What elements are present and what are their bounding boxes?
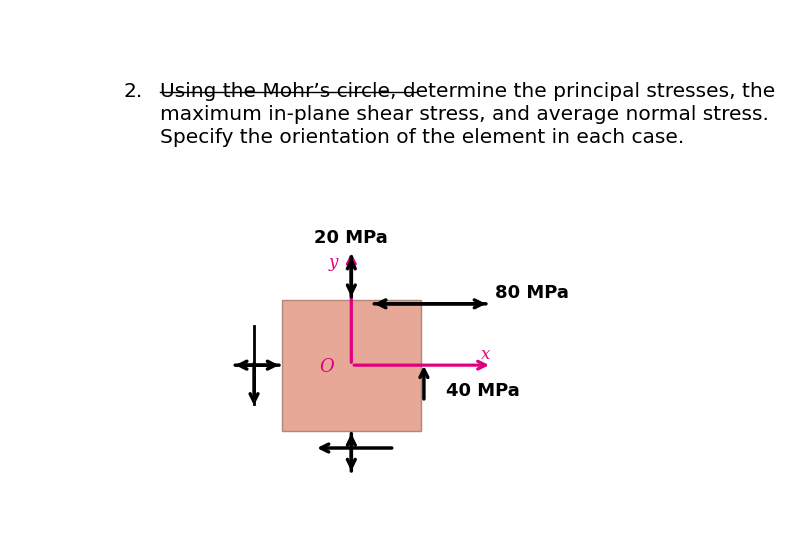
Text: 40 MPa: 40 MPa <box>446 382 520 400</box>
Text: Using the Mohr’s circle, determine the principal stresses, the: Using the Mohr’s circle, determine the p… <box>160 82 775 101</box>
Text: O: O <box>320 358 334 376</box>
Text: Specify the orientation of the element in each case.: Specify the orientation of the element i… <box>160 128 685 147</box>
Text: y: y <box>328 254 338 272</box>
Text: x: x <box>481 346 490 363</box>
Text: 2.: 2. <box>123 82 143 101</box>
Text: maximum in-plane shear stress, and average normal stress.: maximum in-plane shear stress, and avera… <box>160 105 769 124</box>
Bar <box>282 300 421 431</box>
Text: 80 MPa: 80 MPa <box>495 283 569 302</box>
Text: 20 MPa: 20 MPa <box>315 229 388 247</box>
